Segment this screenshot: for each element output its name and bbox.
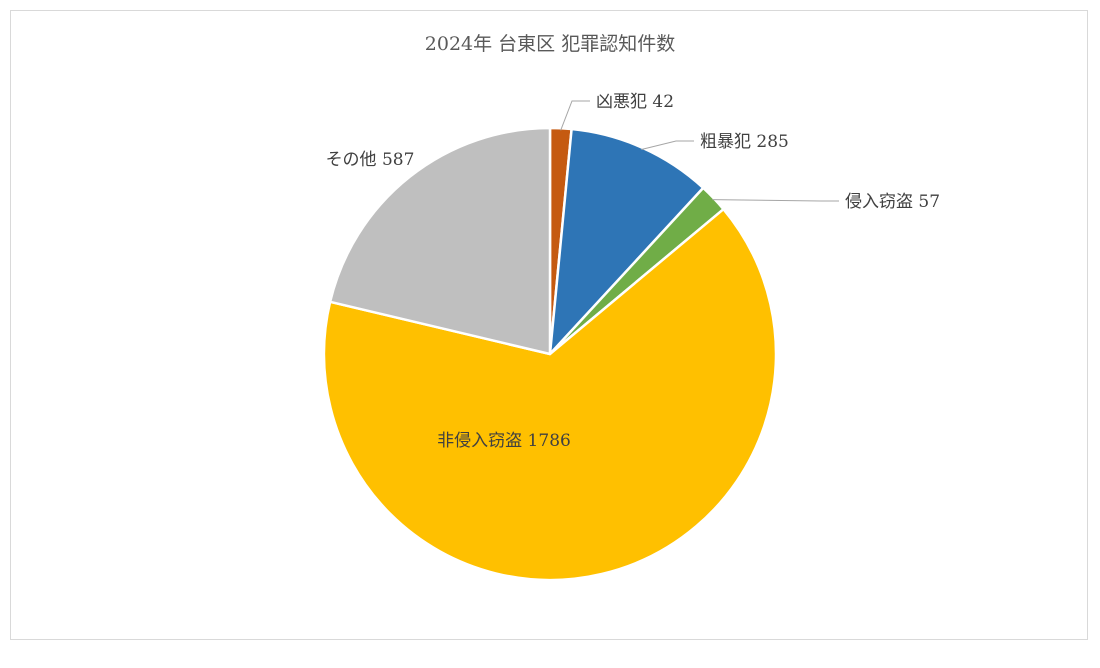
pie-slice-2 <box>548 127 705 356</box>
slice-labels: 凶悪犯 42 粗暴犯 285 侵入窃盗 57 非侵入窃盗 1786 その他 587 <box>326 92 940 451</box>
slice-label-5: その他 587 <box>326 150 415 170</box>
pie-slices <box>322 126 778 582</box>
slice-label-2: 粗暴犯 285 <box>700 132 789 152</box>
pie-slice-4 <box>322 207 778 582</box>
slice-label-4: 非侵入窃盗 1786 <box>437 431 571 451</box>
leader-line-2 <box>641 140 694 150</box>
leader-line-1 <box>560 100 590 131</box>
leader-line-3 <box>712 199 839 202</box>
slice-label-1: 凶悪犯 42 <box>596 92 674 112</box>
chart-title: 2024年 台東区 犯罪認知件数 <box>425 33 675 55</box>
pie-slice-5 <box>328 126 552 356</box>
slice-label-3: 侵入窃盗 57 <box>845 192 940 212</box>
leader-lines <box>560 100 839 202</box>
